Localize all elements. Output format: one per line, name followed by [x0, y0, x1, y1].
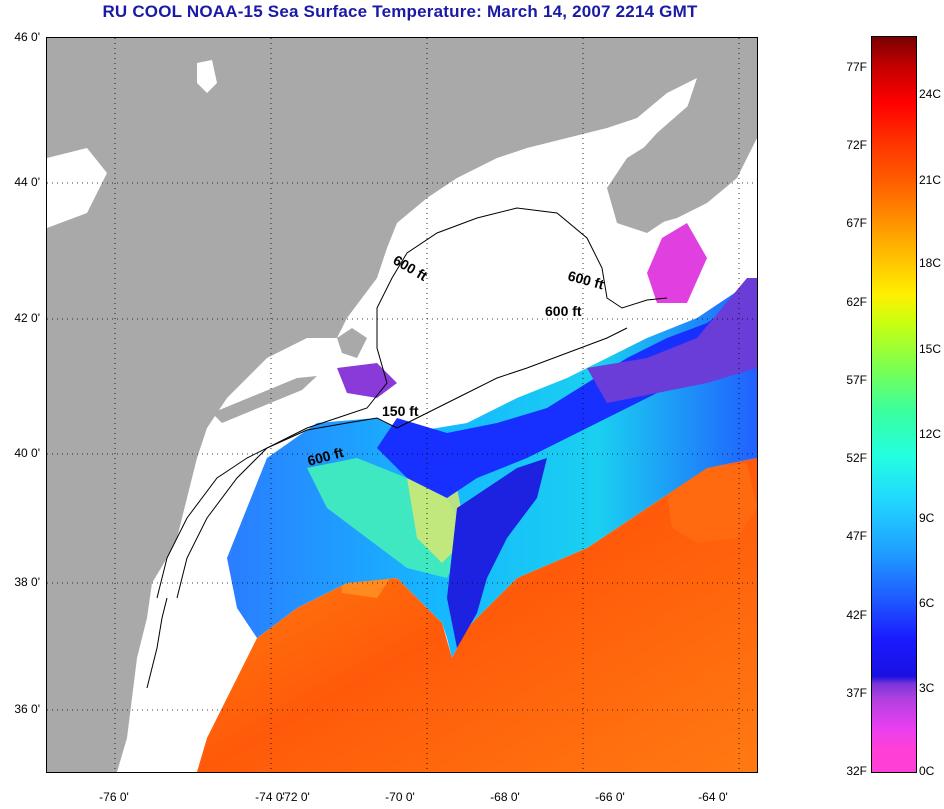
land [47, 38, 757, 772]
gulf-stream-warm-water [197, 458, 757, 772]
colorbar-fahrenheit-label: 32F [846, 764, 867, 778]
depth-label: 600 ft [545, 303, 582, 319]
colorbar-fahrenheit-label: 57F [846, 373, 867, 387]
cold-water-blue [377, 288, 757, 498]
colorbar-fahrenheit-label: 67F [846, 216, 867, 230]
colorbar-celsius-label: 18C [919, 256, 942, 270]
longitude-label: -72 0' [280, 790, 310, 804]
depth-contour-600ft [146, 597, 168, 689]
land-lake [197, 60, 217, 93]
colorbar-fahrenheit-label: 62F [846, 295, 867, 309]
cold-water-purple [587, 278, 757, 403]
longitude-label: -66 0' [595, 790, 625, 804]
sst-map: 600 ft 600 ft 600 ft 150 ft 600 ft [46, 37, 758, 773]
colorbar-fahrenheit-label: 47F [846, 529, 867, 543]
land-nova-scotia [607, 58, 757, 228]
longitude-label: -64 0' [698, 790, 728, 804]
colorbar-fahrenheit-label: 77F [846, 60, 867, 74]
land-cape-cod [337, 328, 367, 358]
temperature-colorbar [871, 36, 917, 773]
warm-core-eddy [667, 463, 757, 543]
latitude-label: 46 0' [14, 30, 40, 44]
longitude-label: -68 0' [490, 790, 520, 804]
latitude-label: 36 0' [14, 702, 40, 716]
colorbar-celsius-label: 3C [919, 681, 935, 695]
latitude-label: 42 0' [14, 311, 40, 325]
colorbar-celsius-label: 9C [919, 511, 935, 525]
longitude-label: -74 0' [255, 790, 285, 804]
sst-map-canvas: 600 ft 600 ft 600 ft 150 ft 600 ft [47, 38, 757, 772]
colorbar-fahrenheit-label: 42F [846, 608, 867, 622]
colorbar-fahrenheit-label: 72F [846, 138, 867, 152]
longitude-label: -70 0' [385, 790, 415, 804]
graticule [47, 38, 757, 772]
longitude-label: -76 0' [99, 790, 129, 804]
depth-contour-150ft [176, 327, 628, 599]
land-long-island [212, 376, 317, 423]
colorbar-celsius-label: 12C [919, 427, 942, 441]
shelf-water-yellow [407, 478, 467, 563]
latitude-label: 40 0' [14, 446, 40, 460]
depth-contour-600ft [156, 207, 668, 599]
land-lake [47, 148, 107, 228]
cold-water-blue [447, 458, 547, 648]
colorbar-celsius-label: 6C [919, 596, 935, 610]
colorbar-celsius-label: 24C [919, 87, 942, 101]
colorbar-celsius-label: 15C [919, 342, 942, 356]
colorbar-celsius-label: 0C [919, 764, 935, 778]
depth-label: 150 ft [382, 403, 419, 419]
latitude-label: 38 0' [14, 575, 40, 589]
cold-water-magenta [647, 223, 707, 303]
colorbar-fahrenheit-label: 52F [846, 451, 867, 465]
colorbar-celsius-label: 21C [919, 173, 942, 187]
map-title: RU COOL NOAA-15 Sea Surface Temperature:… [102, 2, 698, 21]
colorbar-fahrenheit-label: 37F [846, 686, 867, 700]
latitude-label: 44 0' [14, 175, 40, 189]
